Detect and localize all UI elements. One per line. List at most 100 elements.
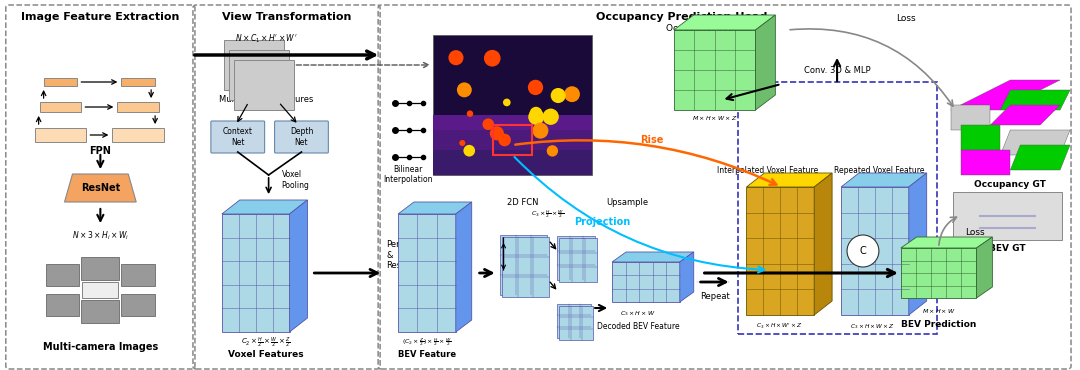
Polygon shape [43, 78, 78, 86]
Polygon shape [960, 125, 1000, 150]
Text: FPN: FPN [90, 146, 111, 156]
Polygon shape [399, 202, 472, 214]
Polygon shape [901, 237, 993, 248]
FancyBboxPatch shape [274, 121, 328, 153]
Polygon shape [399, 214, 456, 332]
Text: $C_3 \times H \times W$: $C_3 \times H \times W$ [620, 309, 656, 318]
Text: Occupancy Prediction Head: Occupancy Prediction Head [596, 12, 768, 22]
Circle shape [546, 145, 558, 157]
Text: Multi-camera Images: Multi-camera Images [43, 342, 158, 352]
Text: MLP: MLP [791, 254, 812, 263]
Polygon shape [1000, 90, 1070, 110]
Polygon shape [674, 30, 755, 110]
Text: Depth
Net: Depth Net [289, 127, 313, 147]
Polygon shape [35, 128, 86, 142]
Circle shape [467, 110, 473, 117]
Polygon shape [433, 150, 592, 175]
Polygon shape [559, 306, 593, 340]
Polygon shape [118, 102, 159, 112]
Polygon shape [81, 300, 119, 323]
Polygon shape [224, 40, 284, 90]
Polygon shape [841, 187, 908, 315]
Text: Context
Net: Context Net [222, 127, 253, 147]
Text: Bilinear
Interpolation: Bilinear Interpolation [383, 165, 433, 184]
Text: 2D FCN: 2D FCN [507, 198, 538, 207]
Polygon shape [960, 150, 1010, 175]
Text: $C_3 \times H \times W \times Z$: $C_3 \times H \times W \times Z$ [850, 322, 895, 331]
Circle shape [542, 108, 558, 125]
Circle shape [532, 122, 549, 139]
Circle shape [551, 88, 566, 103]
Polygon shape [1010, 145, 1070, 170]
Polygon shape [433, 35, 592, 175]
Text: Permute
&
Reshape: Permute & Reshape [386, 240, 422, 270]
Text: View Transformation: View Transformation [221, 12, 351, 22]
Polygon shape [221, 200, 308, 214]
Polygon shape [1000, 130, 1070, 155]
Circle shape [498, 134, 511, 146]
Circle shape [457, 83, 472, 97]
Text: $N \times C_1 \times H' \times W'$: $N \times C_1 \times H' \times W'$ [235, 32, 298, 44]
Circle shape [528, 109, 544, 125]
Polygon shape [746, 173, 832, 187]
Polygon shape [233, 60, 294, 110]
Polygon shape [121, 294, 156, 316]
Polygon shape [289, 200, 308, 332]
Polygon shape [65, 174, 136, 202]
Polygon shape [121, 78, 156, 86]
Polygon shape [901, 248, 976, 298]
Polygon shape [121, 264, 156, 286]
Circle shape [528, 80, 543, 95]
Circle shape [529, 107, 542, 120]
Polygon shape [45, 264, 80, 286]
Polygon shape [674, 15, 775, 30]
Circle shape [847, 235, 879, 267]
Text: Rise: Rise [640, 135, 663, 145]
Text: Conv. 3D & MLP: Conv. 3D & MLP [804, 66, 870, 75]
Text: Decoded BEV Feature: Decoded BEV Feature [596, 322, 679, 331]
Circle shape [459, 140, 465, 146]
Text: $M \times H \times W$: $M \times H \times W$ [921, 307, 956, 315]
Polygon shape [950, 80, 1061, 110]
Text: Repeated Voxel Feature: Repeated Voxel Feature [834, 166, 924, 175]
Text: Multi-camera Features: Multi-camera Features [219, 95, 314, 104]
Circle shape [484, 50, 500, 67]
Polygon shape [500, 235, 548, 295]
Polygon shape [229, 50, 288, 100]
Text: $N \times 3 \times H_i \times W_i$: $N \times 3 \times H_i \times W_i$ [71, 229, 129, 242]
Text: Voxel
Pooling: Voxel Pooling [282, 170, 310, 190]
Polygon shape [953, 192, 1062, 240]
Polygon shape [755, 15, 775, 110]
Circle shape [463, 145, 475, 157]
Text: Image Feature Extraction: Image Feature Extraction [22, 12, 179, 22]
Text: C: C [860, 246, 866, 256]
Polygon shape [112, 128, 164, 142]
Polygon shape [433, 130, 592, 150]
Text: $C_3 \times \frac{H}{2} \times \frac{W}{2}$: $C_3 \times \frac{H}{2} \times \frac{W}{… [530, 208, 564, 220]
Polygon shape [40, 102, 81, 112]
Polygon shape [612, 252, 693, 262]
Circle shape [483, 118, 494, 130]
Polygon shape [612, 262, 679, 302]
Text: Repeat: Repeat [700, 292, 729, 301]
Polygon shape [81, 257, 119, 280]
Text: $(C_2 \times \frac{Z}{2}) \times \frac{H}{2} \times \frac{W}{2}$: $(C_2 \times \frac{Z}{2}) \times \frac{H… [402, 336, 451, 348]
Polygon shape [557, 304, 591, 338]
Text: Occupancy Prediction: Occupancy Prediction [665, 24, 764, 33]
Circle shape [503, 98, 511, 106]
Text: Interpolated Voxel Feature: Interpolated Voxel Feature [717, 166, 818, 175]
Polygon shape [82, 282, 119, 298]
Polygon shape [990, 105, 1061, 125]
Polygon shape [557, 236, 595, 280]
Polygon shape [950, 105, 990, 130]
Text: Loss: Loss [896, 14, 916, 23]
Polygon shape [221, 214, 289, 332]
Polygon shape [814, 173, 832, 315]
Text: Occupancy GT: Occupancy GT [974, 180, 1047, 189]
Text: Loss: Loss [966, 228, 985, 236]
Polygon shape [559, 238, 597, 282]
Polygon shape [45, 294, 80, 316]
Text: $C_3 \times H \times W' \times Z$: $C_3 \times H \times W' \times Z$ [756, 322, 802, 331]
Polygon shape [841, 173, 927, 187]
Polygon shape [433, 115, 592, 130]
